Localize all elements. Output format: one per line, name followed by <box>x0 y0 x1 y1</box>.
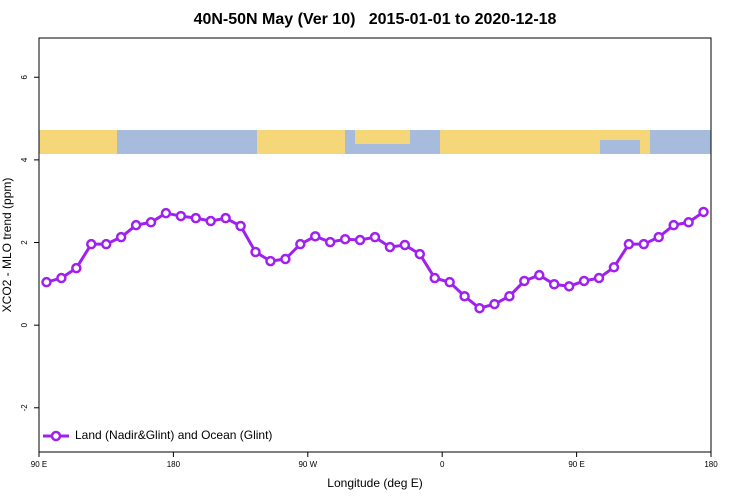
point <box>130 219 142 231</box>
point <box>489 298 500 310</box>
point <box>384 241 396 253</box>
y-tick-label: 2 <box>20 240 29 245</box>
point <box>399 239 411 251</box>
point <box>369 231 381 243</box>
y-tick-label: 6 <box>20 74 29 79</box>
point <box>190 212 202 224</box>
legend-marker <box>50 430 62 442</box>
point <box>638 238 650 250</box>
point <box>71 262 82 274</box>
point <box>668 219 679 231</box>
point <box>459 290 470 302</box>
x-tick-label: 180 <box>167 460 181 469</box>
point <box>578 275 590 287</box>
point <box>250 246 261 258</box>
point <box>310 231 321 242</box>
point <box>295 238 306 250</box>
point <box>160 207 172 219</box>
point <box>593 272 605 284</box>
x-tick-label: 90 E <box>31 460 47 469</box>
point <box>175 210 187 222</box>
x-axis-label: Longitude (deg E) <box>327 476 422 490</box>
point <box>220 212 231 224</box>
series-line <box>46 210 705 310</box>
point <box>474 302 485 314</box>
point <box>354 234 366 246</box>
point <box>56 272 67 284</box>
point <box>205 215 216 227</box>
point <box>504 290 515 302</box>
point <box>280 253 291 265</box>
y-tick-label: 0 <box>20 322 29 327</box>
x-tick-label: 0 <box>440 460 445 469</box>
point <box>100 238 112 250</box>
point <box>145 217 157 228</box>
x-tick-label: 180 <box>704 460 718 469</box>
point <box>265 255 276 267</box>
point <box>41 276 52 288</box>
point <box>519 275 530 287</box>
point <box>414 248 426 260</box>
point <box>339 233 351 245</box>
point <box>444 276 455 288</box>
point <box>653 231 664 243</box>
point <box>86 238 97 250</box>
point <box>608 262 620 273</box>
point <box>698 206 709 218</box>
point <box>115 231 127 243</box>
point <box>683 217 694 228</box>
point <box>623 238 635 250</box>
y-tick-label: -2 <box>20 404 29 412</box>
point <box>429 272 440 284</box>
point <box>324 236 336 248</box>
y-tick-label: 4 <box>20 157 29 162</box>
legend-label: Land (Nadir&Glint) and Ocean (Glint) <box>75 428 272 442</box>
point <box>235 220 246 232</box>
x-tick-label: 90 E <box>568 460 584 469</box>
map-strip <box>39 130 711 154</box>
point <box>548 279 560 290</box>
chart-title: 40N-50N May (Ver 10) 2015-01-01 to 2020-… <box>194 11 557 28</box>
plot-frame <box>38 37 712 453</box>
y-axis-label: XCO2 - MLO trend (ppm) <box>0 178 14 313</box>
point <box>563 281 575 292</box>
point <box>534 269 545 281</box>
x-tick-label: 90 W <box>298 460 317 469</box>
